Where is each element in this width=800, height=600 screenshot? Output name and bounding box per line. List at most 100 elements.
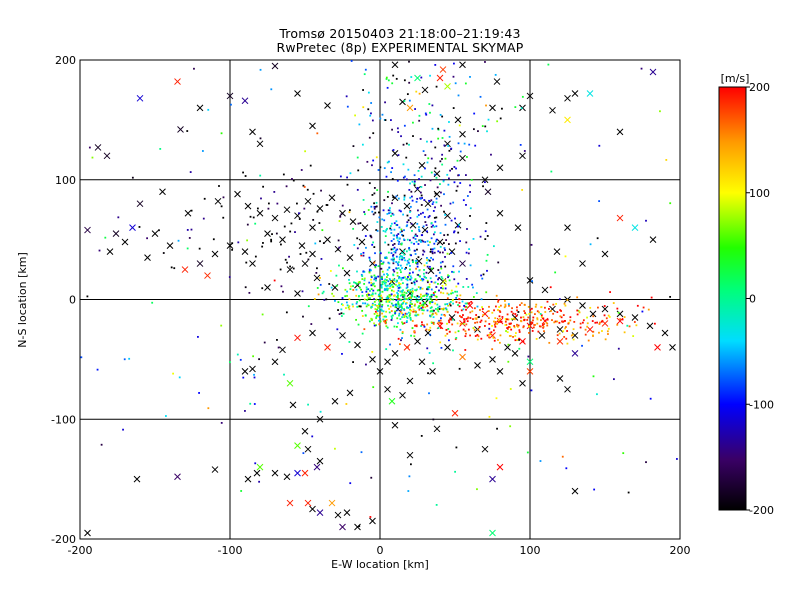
dot-marker (373, 312, 376, 315)
dot-marker (418, 308, 421, 311)
dot-marker (399, 290, 402, 293)
dot-marker (404, 259, 406, 262)
dot-marker (465, 251, 468, 254)
dot-marker (562, 314, 565, 317)
dot-marker (438, 308, 441, 310)
cross-marker (631, 224, 639, 232)
dot-marker (430, 199, 433, 202)
dot-marker (172, 372, 174, 375)
dot-marker (432, 292, 435, 294)
dot-marker (469, 191, 471, 193)
dot-marker (402, 296, 405, 298)
dot-marker (409, 290, 412, 293)
dot-marker (373, 246, 376, 249)
dot-marker (507, 360, 510, 363)
dot-marker (520, 302, 523, 305)
dot-marker (591, 320, 594, 322)
dot-marker (440, 204, 442, 207)
dot-marker (516, 339, 519, 341)
dot-marker (383, 282, 386, 285)
dot-marker (267, 207, 270, 210)
dot-marker (408, 81, 411, 84)
dot-marker (484, 320, 487, 323)
dot-marker (262, 242, 264, 244)
dot-marker (370, 275, 373, 278)
cross-marker (466, 302, 474, 309)
dot-marker (220, 421, 223, 424)
cross-marker (177, 126, 184, 133)
y-tick-label: 200 (55, 54, 76, 67)
dot-marker (534, 324, 536, 326)
dot-marker (373, 298, 375, 301)
dot-marker (414, 108, 416, 110)
dot-marker (394, 306, 397, 309)
dot-marker (361, 294, 364, 297)
dot-marker (447, 293, 450, 296)
dot-marker (458, 305, 461, 308)
dot-marker (397, 337, 400, 340)
dot-marker (498, 306, 501, 308)
dot-marker (408, 315, 411, 317)
dot-marker (544, 306, 546, 309)
dot-marker (403, 194, 406, 197)
dot-marker (382, 230, 385, 232)
dot-marker (355, 318, 357, 321)
dot-marker (458, 270, 460, 273)
dot-marker (270, 238, 273, 241)
dot-marker (429, 277, 432, 280)
cross-marker (294, 442, 301, 449)
dot-marker (341, 204, 344, 207)
dot-marker (398, 240, 401, 243)
cross-marker (256, 463, 264, 471)
dot-marker (432, 362, 435, 365)
dot-marker (446, 322, 448, 325)
dot-marker (382, 261, 385, 264)
dot-marker (378, 302, 381, 304)
dot-marker (381, 278, 384, 281)
dot-marker (434, 291, 437, 293)
dot-marker (345, 307, 347, 309)
dot-marker (388, 301, 391, 303)
dot-marker (416, 222, 419, 225)
dot-marker (373, 202, 376, 205)
dot-marker (494, 325, 497, 328)
dot-marker (373, 192, 376, 195)
dot-marker (445, 239, 448, 241)
dot-marker (549, 286, 552, 289)
dot-marker (428, 392, 430, 395)
dot-marker (417, 243, 420, 245)
cross-marker (459, 61, 466, 69)
dot-marker (381, 298, 384, 301)
dot-marker (480, 319, 483, 322)
cross-marker (451, 409, 459, 417)
dot-marker (386, 227, 388, 230)
dot-marker (123, 358, 126, 361)
dot-marker (568, 321, 570, 324)
dot-marker (406, 238, 409, 241)
dot-marker (558, 298, 561, 301)
dot-marker (436, 186, 439, 189)
dot-marker (186, 229, 189, 231)
dot-marker (399, 283, 402, 285)
dot-marker (280, 243, 282, 246)
cross-marker (564, 224, 571, 232)
dot-marker (372, 241, 375, 244)
dot-marker (589, 306, 592, 309)
dot-marker (368, 281, 371, 284)
dot-marker (389, 225, 392, 227)
dot-marker (434, 220, 437, 223)
dot-marker (249, 215, 252, 218)
dot-marker (273, 279, 276, 282)
dot-marker (447, 145, 450, 147)
dot-marker (418, 269, 421, 272)
dot-marker (409, 196, 412, 199)
dot-marker (377, 265, 380, 268)
cross-marker (298, 242, 306, 249)
dot-marker (485, 222, 488, 224)
dot-marker (437, 137, 440, 140)
dot-marker (335, 284, 338, 287)
dot-marker (378, 216, 381, 219)
dot-marker (296, 202, 298, 205)
dot-marker (292, 267, 295, 270)
dot-marker (414, 303, 416, 306)
